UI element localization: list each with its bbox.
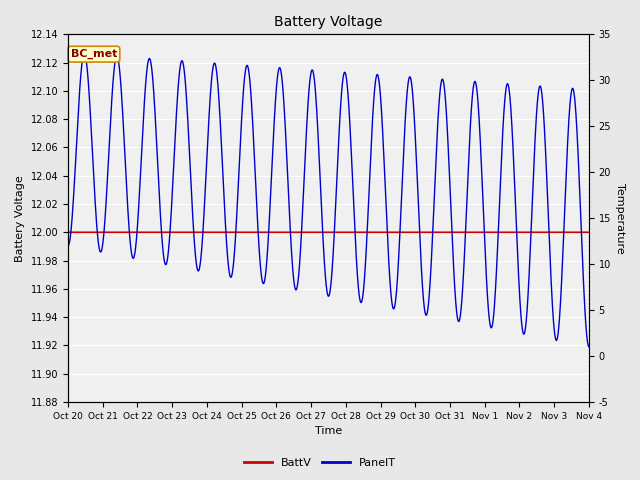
Y-axis label: Temperature: Temperature (615, 183, 625, 253)
Y-axis label: Battery Voltage: Battery Voltage (15, 175, 25, 262)
Text: BC_met: BC_met (70, 49, 117, 60)
Title: Battery Voltage: Battery Voltage (275, 15, 383, 29)
X-axis label: Time: Time (315, 426, 342, 436)
Legend: BattV, PanelT: BattV, PanelT (239, 453, 401, 472)
